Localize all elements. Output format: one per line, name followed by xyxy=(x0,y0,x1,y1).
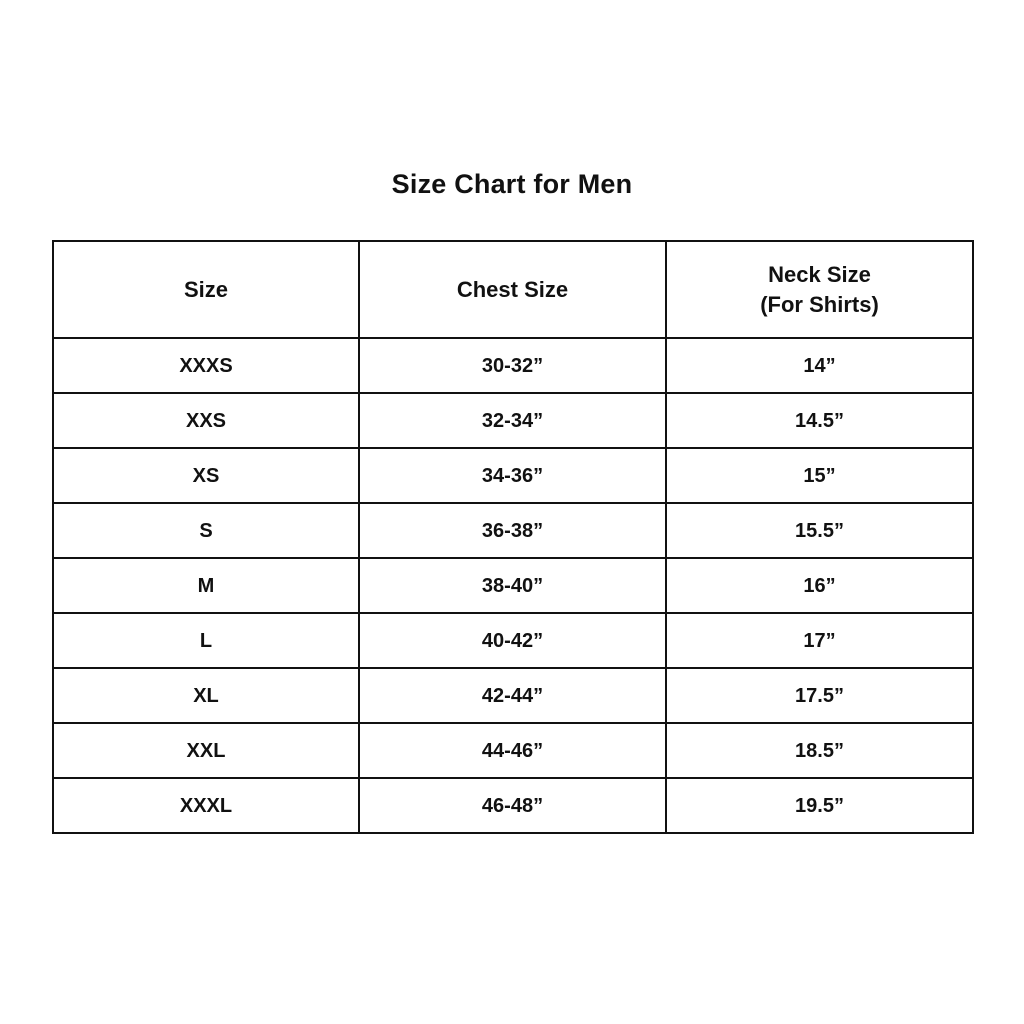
column-header-chest-size: Chest Size xyxy=(358,240,667,339)
cell-chest: 46-48” xyxy=(358,777,667,834)
cell-neck: 15” xyxy=(665,447,974,504)
table-row: M 38-40” 16” xyxy=(52,557,974,614)
cell-neck: 18.5” xyxy=(665,722,974,779)
table-row: XXXS 30-32” 14” xyxy=(52,337,974,394)
cell-size: S xyxy=(52,502,360,559)
cell-size: XXL xyxy=(52,722,360,779)
cell-chest: 42-44” xyxy=(358,667,667,724)
table-body: XXXS 30-32” 14” XXS 32-34” 14.5” XS 34-3… xyxy=(52,337,974,834)
cell-neck: 19.5” xyxy=(665,777,974,834)
cell-neck: 17” xyxy=(665,612,974,669)
table-row: XL 42-44” 17.5” xyxy=(52,667,974,724)
table-row: L 40-42” 17” xyxy=(52,612,974,669)
cell-size: L xyxy=(52,612,360,669)
cell-chest: 36-38” xyxy=(358,502,667,559)
column-header-size-label: Size xyxy=(183,276,229,302)
cell-neck: 17.5” xyxy=(665,667,974,724)
table-row: XXS 32-34” 14.5” xyxy=(52,392,974,449)
column-header-neck-size: Neck Size (For Shirts) xyxy=(665,240,974,339)
page-title: Size Chart for Men xyxy=(391,169,633,199)
table-header: Size Chest Size Neck Size (For Shirts) xyxy=(52,240,974,339)
column-header-chest-size-label: Chest Size xyxy=(456,276,569,302)
size-chart-table: Size Chest Size Neck Size (For Shirts) X… xyxy=(52,240,974,834)
cell-size: XXXS xyxy=(52,337,360,394)
table-header-row: Size Chest Size Neck Size (For Shirts) xyxy=(52,240,974,339)
table-row: XXXL 46-48” 19.5” xyxy=(52,777,974,834)
cell-chest: 30-32” xyxy=(358,337,667,394)
cell-neck: 15.5” xyxy=(665,502,974,559)
cell-neck: 14.5” xyxy=(665,392,974,449)
column-header-size: Size xyxy=(52,240,360,339)
cell-size: XS xyxy=(52,447,360,504)
column-header-neck-size-sublabel: (For Shirts) xyxy=(760,291,879,317)
cell-size: XXS xyxy=(52,392,360,449)
cell-chest: 38-40” xyxy=(358,557,667,614)
cell-size: XL xyxy=(52,667,360,724)
cell-neck: 16” xyxy=(665,557,974,614)
cell-size: XXXL xyxy=(52,777,360,834)
table-row: S 36-38” 15.5” xyxy=(52,502,974,559)
cell-chest: 40-42” xyxy=(358,612,667,669)
cell-size: M xyxy=(52,557,360,614)
table-row: XXL 44-46” 18.5” xyxy=(52,722,974,779)
cell-chest: 32-34” xyxy=(358,392,667,449)
cell-chest: 44-46” xyxy=(358,722,667,779)
column-header-neck-size-label: Neck Size xyxy=(768,262,871,288)
size-chart-table-container: Size Chest Size Neck Size (For Shirts) X… xyxy=(52,240,974,834)
cell-neck: 14” xyxy=(665,337,974,394)
table-row: XS 34-36” 15” xyxy=(52,447,974,504)
cell-chest: 34-36” xyxy=(358,447,667,504)
